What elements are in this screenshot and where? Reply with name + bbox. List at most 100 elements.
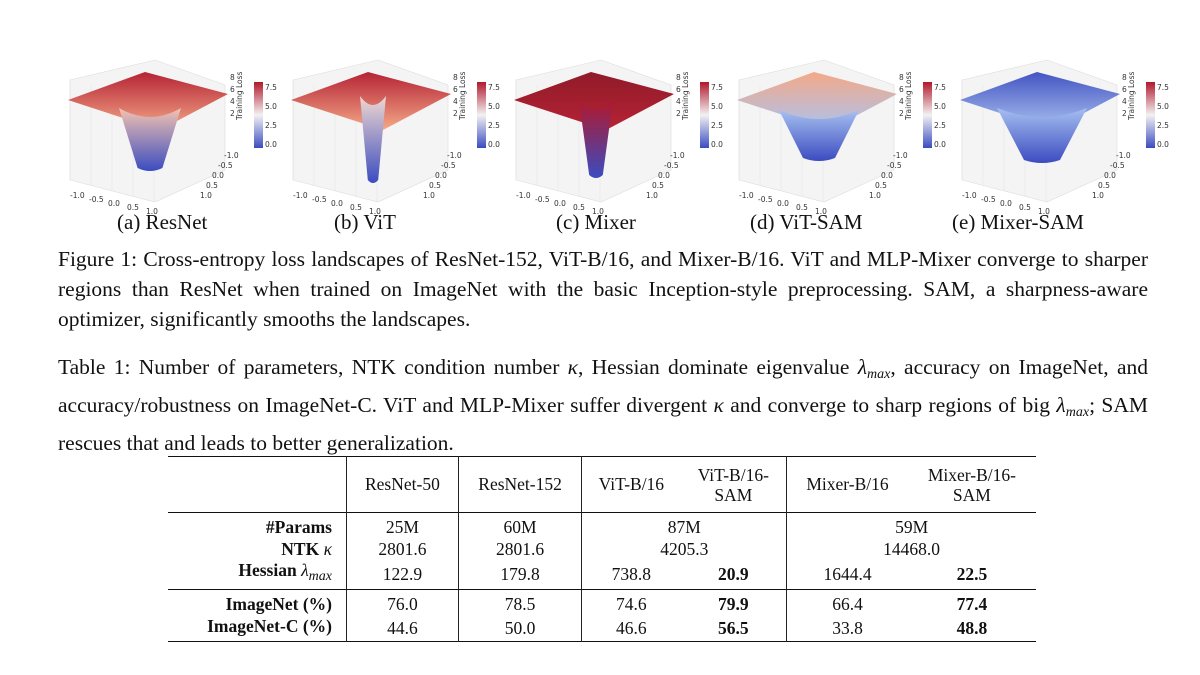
table-row: #Params 25M 60M 87M 59M	[168, 512, 1036, 538]
z-axis-label: Training Loss	[1127, 71, 1136, 121]
z-tick-label: 4	[230, 97, 235, 106]
z-tick-label: 8	[676, 73, 681, 82]
x-tick-label: 1.0	[815, 207, 827, 216]
y-tick-label: 1.0	[200, 191, 212, 200]
y-tick-label: -0.5	[887, 161, 902, 170]
figure-caption-text: Cross-entropy loss landscapes of ResNet-…	[58, 247, 1149, 331]
table-caption: Table 1: Number of parameters, NTK condi…	[58, 352, 1148, 458]
z-tick-label: 6	[899, 85, 904, 94]
colorbar-tick: 2.5	[265, 121, 277, 130]
x-tick-label: 0.5	[796, 203, 808, 212]
table-row: ImageNet-C (%) 44.6 50.0 46.6 56.5 33.8 …	[168, 615, 1036, 642]
panel-vit-sam: -1.0 -0.5 0.0 0.5 1.0 1.0 0.5 0.0 -0.5 -1.0 8 6 4 2 Tr…	[719, 30, 946, 220]
y-tick-label: 0.5	[206, 181, 218, 190]
surface-well	[119, 108, 181, 171]
table-cell: 56.5	[717, 617, 749, 638]
colorbar-tick: 7.5	[488, 83, 500, 92]
colorbar: 7.5 5.0 2.5 0.0	[700, 82, 723, 149]
x-tick-label: -0.5	[758, 195, 773, 204]
row-label: #Params	[265, 517, 332, 537]
colorbar-tick: 2.5	[488, 121, 500, 130]
z-tick-label: 4	[676, 97, 681, 106]
x-tick-label: -0.5	[312, 195, 327, 204]
table-cell: 20.9	[717, 564, 749, 584]
z-axis-label: Training Loss	[681, 71, 690, 121]
x-tick-label: 0.0	[1000, 199, 1012, 208]
panel-resnet: -1.0 -0.5 0.0 0.5 1.0 1.0 0.5 0.0 -0.5 -1.0 8 6 4 2 Tr…	[50, 30, 277, 220]
z-tick-label: 6	[1122, 85, 1127, 94]
z-tick-label: 8	[230, 73, 235, 82]
table-cell: 179.8	[457, 560, 582, 590]
colorbar: 7.5 5.0 2.5 0.0	[477, 82, 500, 149]
colorbar-tick: 0.0	[711, 140, 723, 149]
table-row: Hessian λmax 122.9 179.8 738.8 20.9 1644…	[168, 560, 1036, 590]
z-tick-label: 4	[453, 97, 458, 106]
x-tick-label: 0.5	[1019, 203, 1031, 212]
colorbar-tick: 0.0	[488, 140, 500, 149]
x-tick-label: 0.0	[108, 199, 120, 208]
table-cell: 48.8	[956, 617, 988, 638]
kappa-symbol: κ	[713, 393, 724, 417]
x-tick-label: 1.0	[369, 207, 381, 216]
x-tick-label: -1.0	[962, 191, 977, 200]
row-label: ImageNet (%)	[225, 594, 332, 615]
table-row: NTK κ 2801.6 2801.6 4205.3 14468.0	[168, 538, 1036, 560]
table-cell: 76.0	[346, 589, 459, 616]
colorbar-tick: 0.0	[1157, 140, 1169, 149]
x-tick-label: -0.5	[89, 195, 104, 204]
table-caption-part3: , accuracy on ImageNet, and accuracy/rob…	[58, 355, 1148, 417]
y-tick-label: 1.0	[646, 191, 658, 200]
col-header: Mixer-B/16- SAM	[927, 464, 1016, 505]
table-cell: 2801.6	[346, 538, 459, 560]
surface-rim	[514, 72, 674, 130]
max-subscript: max	[867, 367, 891, 382]
z-axis-label: Training Loss	[904, 71, 913, 121]
colorbar-tick: 0.0	[265, 140, 277, 149]
y-tick-label: 1.0	[1092, 191, 1104, 200]
colorbar-tick: 5.0	[711, 102, 723, 111]
figure-caption-prefix: Figure 1:	[58, 247, 138, 271]
colorbar-tick: 5.0	[265, 102, 277, 111]
y-tick-label: -0.5	[218, 161, 233, 170]
y-tick-label: 0.5	[875, 181, 887, 190]
z-tick-label: 8	[1122, 73, 1127, 82]
y-tick-label: 0.0	[212, 171, 224, 180]
y-tick-label: -1.0	[447, 151, 462, 160]
colorbar-tick: 7.5	[265, 83, 277, 92]
x-tick-label: -1.0	[293, 191, 308, 200]
x-tick-label: 0.0	[331, 199, 343, 208]
colorbar-tick: 2.5	[1157, 121, 1169, 130]
colorbar: 7.5 5.0 2.5 0.0	[254, 82, 277, 149]
surface-well	[997, 108, 1087, 163]
figure-panels: -1.0 -0.5 0.0 0.5 1.0 1.0 0.5 0.0 -0.5 -1.0 8 6 4 2 Tr…	[50, 30, 1169, 220]
y-tick-label: 0.5	[652, 181, 664, 190]
colorbar: 7.5 5.0 2.5 0.0	[923, 82, 946, 149]
surface-well	[579, 100, 613, 178]
kappa-symbol: κ	[567, 355, 578, 379]
col-header: ViT-B/16	[581, 456, 681, 513]
y-tick-label: -0.5	[441, 161, 456, 170]
z-tick-label: 4	[899, 97, 904, 106]
z-tick-label: 8	[899, 73, 904, 82]
colorbar: 7.5 5.0 2.5 0.0	[1146, 82, 1169, 149]
z-tick-label: 2	[676, 109, 681, 118]
colorbar-tick: 5.0	[1157, 102, 1169, 111]
panel-mixer-sam: -1.0 -0.5 0.0 0.5 1.0 1.0 0.5 0.0 -0.5 -1.0 8 6 4 2 Tr…	[942, 30, 1169, 220]
x-tick-label: 0.0	[554, 199, 566, 208]
colorbar-tick: 7.5	[934, 83, 946, 92]
table-cell: 79.9	[717, 594, 749, 615]
x-tick-label: 0.5	[350, 203, 362, 212]
table-cell: 50.0	[457, 615, 582, 642]
x-tick-label: 0.0	[777, 199, 789, 208]
max-subscript: max	[1065, 405, 1090, 420]
table-caption-prefix: Table 1:	[58, 355, 131, 379]
table-caption-part1: Number of parameters, NTK condition numb…	[138, 355, 560, 379]
panel-label-d: (d) ViT-SAM	[750, 210, 863, 234]
x-tick-label: -1.0	[70, 191, 85, 200]
row-label: ImageNet-C (%)	[207, 615, 332, 636]
colorbar-tick: 7.5	[1157, 83, 1169, 92]
table-cell: 2801.6	[457, 538, 582, 560]
